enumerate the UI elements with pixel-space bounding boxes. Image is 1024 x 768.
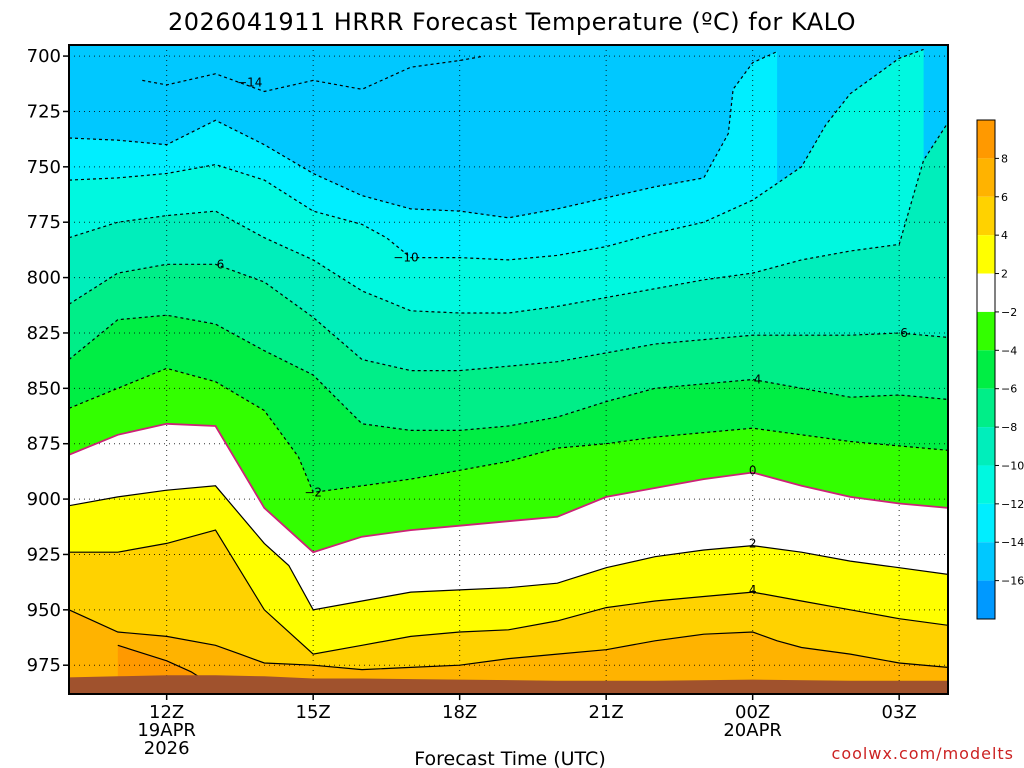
colorbar-label: −16 bbox=[1001, 575, 1024, 588]
x-tick-label: 03Z bbox=[882, 702, 917, 723]
y-tick-label: 950 bbox=[27, 600, 61, 621]
x-tick-label: 00Z bbox=[735, 702, 770, 723]
x-tick-label: 12Z bbox=[149, 702, 184, 723]
y-tick-label: 750 bbox=[27, 157, 61, 178]
isotherm-line bbox=[69, 485, 948, 611]
contour-label: −14 bbox=[237, 76, 262, 90]
contour-label: 0 bbox=[749, 463, 757, 477]
colorbar-swatch bbox=[977, 196, 995, 236]
credit-link[interactable]: coolwx.com/modelts bbox=[832, 744, 1014, 763]
isotherm-line bbox=[142, 55, 485, 93]
isotherm-line bbox=[69, 609, 948, 671]
contour-label: 6 bbox=[900, 326, 908, 340]
y-tick-label: 775 bbox=[27, 212, 61, 233]
y-tick-label: 900 bbox=[27, 489, 61, 510]
colorbar-label: −6 bbox=[1001, 383, 1017, 396]
colorbar-swatch bbox=[977, 465, 995, 504]
contour-label: 4 bbox=[749, 583, 757, 597]
isotherm-line bbox=[69, 367, 948, 494]
colorbar-legend: 8 6 4 2 −2 −4 −6 −8 −10 −12 −14 −16 bbox=[976, 119, 1024, 620]
grid-layer bbox=[69, 45, 948, 694]
y-axis: 700 725 750 775 800 825 850 875 900 925 950 975 bbox=[27, 46, 69, 676]
contour-label: −2 bbox=[304, 485, 322, 499]
colorbar-label: −4 bbox=[1001, 344, 1017, 357]
isotherm-line bbox=[69, 121, 948, 314]
colorbar-swatch bbox=[977, 503, 995, 543]
x-tick-label: 21Z bbox=[589, 702, 624, 723]
colorbar-swatch bbox=[977, 388, 995, 428]
contour-label: 2 bbox=[749, 536, 757, 550]
colorbar-label: −2 bbox=[1001, 306, 1017, 319]
contour-labels: −14 −10 6 6 4 −2 0 2 4 bbox=[217, 76, 908, 597]
y-tick-label: 975 bbox=[27, 655, 61, 676]
colorbar-swatch bbox=[977, 427, 995, 466]
contour-lines bbox=[69, 48, 948, 694]
ground-surface bbox=[69, 675, 948, 694]
y-tick-label: 850 bbox=[27, 378, 61, 399]
x-tick-label: 15Z bbox=[296, 702, 331, 723]
ground-layer bbox=[69, 675, 948, 694]
colorbar-swatch bbox=[977, 350, 995, 389]
contour-label: −10 bbox=[393, 251, 418, 265]
isotherm-line bbox=[69, 529, 948, 655]
y-tick-label: 925 bbox=[27, 544, 61, 565]
isotherm-line bbox=[69, 422, 948, 554]
x-tick-label: 19APR bbox=[137, 720, 196, 741]
y-tick-label: 725 bbox=[27, 101, 61, 122]
isotherm-line bbox=[69, 263, 948, 372]
colorbar-label: 8 bbox=[1001, 152, 1008, 165]
colorbar-swatch bbox=[977, 311, 995, 351]
colorbar-swatch bbox=[977, 158, 995, 197]
colorbar-label: −10 bbox=[1001, 459, 1024, 472]
colorbar-swatch bbox=[977, 120, 995, 159]
colorbar-label: 2 bbox=[1001, 268, 1008, 281]
isotherm-line bbox=[69, 314, 948, 431]
temperature-band bbox=[69, 609, 948, 694]
colorbar-label: −12 bbox=[1001, 498, 1024, 511]
colorbar-label: −14 bbox=[1001, 536, 1024, 549]
contour-label: 6 bbox=[217, 257, 225, 271]
colorbar-frame bbox=[976, 119, 996, 620]
colorbar-swatch bbox=[977, 273, 995, 312]
colorbar-swatch bbox=[977, 580, 995, 619]
colorbar-swatch bbox=[977, 542, 995, 581]
y-tick-label: 800 bbox=[27, 268, 61, 289]
x-tick-label: 18Z bbox=[442, 702, 477, 723]
contour-label: 4 bbox=[754, 372, 762, 386]
colorbar-label: 6 bbox=[1001, 191, 1008, 204]
x-tick-label: 2026 bbox=[144, 738, 190, 759]
x-axis-label: Forecast Time (UTC) bbox=[414, 748, 605, 768]
y-tick-label: 700 bbox=[27, 46, 61, 67]
y-tick-label: 875 bbox=[27, 434, 61, 455]
colorbar-label: 4 bbox=[1001, 229, 1008, 242]
plot-frame bbox=[68, 44, 949, 695]
x-tick-label: 20APR bbox=[723, 720, 782, 741]
y-tick-label: 825 bbox=[27, 323, 61, 344]
colorbar-label: −8 bbox=[1001, 421, 1017, 434]
chart-title: 2026041911 HRRR Forecast Temperature (ºC… bbox=[168, 8, 856, 36]
isotherm-line bbox=[69, 48, 924, 261]
temperature-fill-layer bbox=[69, 45, 948, 694]
colorbar-swatch bbox=[977, 235, 995, 274]
